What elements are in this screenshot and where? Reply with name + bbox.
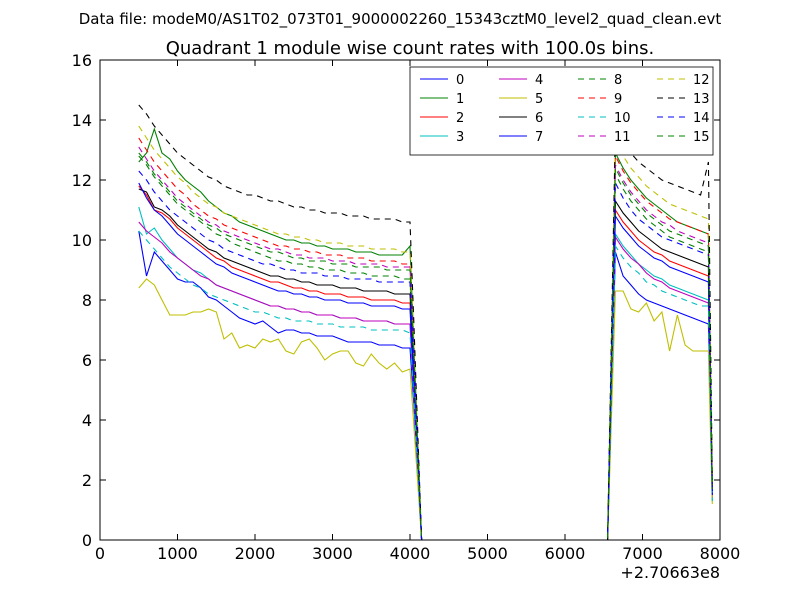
legend-label-10: 10 (614, 111, 631, 126)
series-line-10 (138, 230, 713, 541)
y-tick-label: 8 (82, 291, 92, 310)
legend-label-8: 8 (614, 73, 622, 88)
x-tick-label: 1000 (157, 544, 198, 563)
x-tick-label: 5000 (467, 544, 508, 563)
y-tick-label: 16 (72, 51, 92, 70)
x-tick-label: 3000 (312, 544, 353, 563)
y-tick-label: 14 (72, 111, 92, 130)
y-tick-label: 4 (82, 411, 92, 430)
legend-label-7: 7 (535, 130, 543, 145)
legend-label-9: 9 (614, 92, 622, 107)
series-line-11 (138, 146, 713, 541)
legend-label-6: 6 (535, 111, 543, 126)
legend-label-1: 1 (456, 92, 464, 107)
legend-label-11: 11 (614, 130, 631, 145)
legend-label-13: 13 (693, 92, 710, 107)
y-tick-label: 12 (72, 171, 92, 190)
x-tick-label: 0 (95, 544, 105, 563)
legend-box (409, 66, 714, 156)
legend-label-12: 12 (693, 73, 710, 88)
legend-label-0: 0 (456, 73, 464, 88)
x-axis: 0 1000 2000 3000 4000 5000 6000 7000 8000 (95, 60, 740, 563)
x-tick-label: 4000 (390, 544, 431, 563)
x-offset-label: +2.70663e8 (620, 563, 720, 582)
y-tick-label: 10 (72, 231, 92, 250)
x-tick-label: 8000 (700, 544, 741, 563)
chart-title: Quadrant 1 module wise count rates with … (166, 38, 655, 59)
x-tick-label: 7000 (622, 544, 663, 563)
series-line-8 (138, 155, 713, 541)
x-tick-label: 2000 (235, 544, 276, 563)
legend-label-3: 3 (456, 130, 464, 145)
x-tick-label: 6000 (545, 544, 586, 563)
legend-label-15: 15 (693, 130, 710, 145)
suptitle: Data file: modeM0/AS1T02_073T01_90000022… (79, 10, 722, 29)
y-tick-label: 0 (82, 531, 92, 550)
legend-label-14: 14 (693, 111, 710, 126)
y-tick-label: 2 (82, 471, 92, 490)
legend-label-2: 2 (456, 111, 464, 126)
legend-label-5: 5 (535, 92, 543, 107)
y-tick-label: 6 (82, 351, 92, 370)
legend-label-4: 4 (535, 73, 543, 88)
